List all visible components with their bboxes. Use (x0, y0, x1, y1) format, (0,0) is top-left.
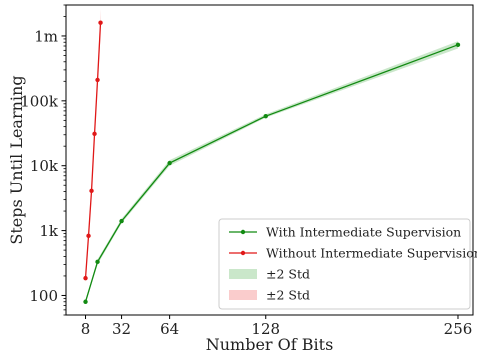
y-tick-label: 100 (29, 287, 58, 305)
x-tick-label: 256 (444, 320, 473, 338)
legend-band-swatch (229, 269, 257, 279)
series-line-1 (84, 22, 102, 279)
x-axis-ticks: 8 32 64 128 256 (81, 315, 473, 338)
data-point-series-1 (89, 188, 94, 194)
data-point-series-0 (167, 160, 172, 166)
legend-label: Without Intermediate Supervision (266, 246, 477, 261)
legend-band-swatch (229, 290, 257, 300)
legend-label: ±2 Std (266, 267, 310, 282)
y-tick-label: 10k (30, 157, 59, 175)
data-point-series-0 (95, 259, 100, 265)
x-tick-label: 128 (251, 320, 280, 338)
x-tick-label: 64 (160, 320, 179, 338)
y-tick-label: 1k (39, 222, 59, 240)
plot-frame (65, 4, 474, 316)
y-axis-label: Steps Until Learning (7, 75, 26, 244)
legend-box (218, 218, 471, 310)
data-point-series-0 (119, 218, 124, 224)
data-point-series-1 (92, 131, 97, 137)
data-point-series-0 (455, 42, 461, 48)
x-axis-label: Number Of Bits (206, 335, 334, 354)
legend-label: With Intermediate Supervision (266, 225, 461, 240)
data-point-series-1 (83, 275, 88, 281)
y-tick-label: 1m (34, 27, 58, 45)
y-tick-label: 100k (20, 92, 59, 110)
legend-marker (240, 250, 246, 256)
y-axis-ticks: 100 1k 10k 100k 1m (20, 4, 66, 316)
legend-label: ±2 Std (266, 288, 310, 303)
data-point-series-0 (83, 299, 88, 304)
x-tick-label: 8 (81, 320, 91, 338)
data-point-series-0 (263, 113, 268, 119)
legend-marker (240, 229, 246, 235)
data-point-series-1 (98, 20, 103, 25)
x-tick-label: 32 (112, 320, 131, 338)
legend: With Intermediate Supervision Without Int… (218, 218, 477, 310)
series-line-0 (84, 44, 459, 302)
data-point-series-1 (86, 233, 91, 239)
series-points (83, 20, 461, 304)
data-point-series-1 (95, 77, 100, 83)
series-lines (84, 22, 459, 302)
std-band-series-0 (85, 41, 458, 304)
